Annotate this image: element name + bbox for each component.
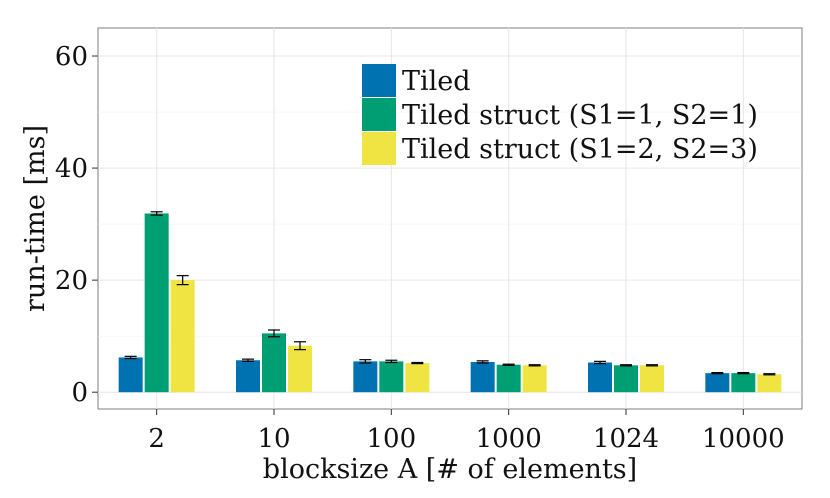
bar-10000-series-3 [757,374,782,393]
plot-panel [97,27,803,410]
error-bar-10000-series-1 [711,371,724,375]
error-bar-10000-series-3 [763,373,776,376]
bar-10-series-1 [236,360,260,393]
bar-100-series-1 [353,361,378,393]
error-bar-10-series-1 [242,358,254,362]
error-bar-100-series-3 [411,361,424,365]
y-tick-label: 60 [55,42,88,72]
bar-100-series-3 [405,363,430,393]
legend-swatch [362,132,396,165]
legend-entry-3: Tiled struct (S1=2, S2=3) [362,132,758,165]
error-bar-10-series-3 [294,341,306,351]
error-bar-2-series-3 [176,275,189,286]
bar-10000-series-2 [731,373,756,393]
bar-2-series-1 [118,357,143,393]
bar-2-series-2 [144,213,169,393]
error-bar-1000-series-3 [528,364,541,367]
error-bar-1024-series-1 [594,360,606,365]
bar-1000-series-1 [470,361,495,393]
error-bar-1024-series-2 [620,364,632,367]
error-bar-1000-series-2 [502,363,515,366]
bar-2-series-3 [170,280,195,393]
x-axis-title: blocksize A [# of elements] [263,454,637,485]
legend-label: Tiled struct (S1=2, S2=3) [402,134,758,165]
y-tick-label: 20 [55,266,88,296]
bar-10000-series-1 [705,373,730,393]
bar-1024-series-2 [614,365,638,393]
legend-swatch [362,64,396,97]
plot-background [97,27,803,410]
x-tick-label: 2 [148,424,165,454]
bar-1024-series-3 [640,365,664,393]
bar-10-series-2 [262,333,286,393]
error-bar-100-series-1 [359,359,372,364]
bar-100-series-2 [379,361,404,393]
error-bar-2-series-1 [124,355,137,360]
bar-10-series-3 [288,345,312,393]
x-tick-label: 10000 [702,424,785,454]
legend-entry-2: Tiled struct (S1=1, S2=1) [362,98,758,131]
y-tick-label: 0 [71,378,88,408]
axes: 0 20 40 60 2 10 100 1000 1024 10000 [55,42,785,454]
error-bar-100-series-2 [385,359,398,364]
error-bar-1024-series-3 [646,364,658,367]
error-bar-2-series-2 [150,211,163,216]
legend-entry-1: Tiled [362,64,471,97]
bar-1000-series-2 [496,364,521,393]
error-bar-10000-series-2 [737,371,750,375]
x-tick-label: 10 [257,424,290,454]
error-bar-10-series-2 [268,329,280,338]
x-tick-label: 100 [367,424,417,454]
legend-label: Tiled struct (S1=1, S2=1) [402,100,758,131]
x-tick-label: 1024 [593,424,659,454]
x-tick-label: 1000 [476,424,542,454]
bar-1000-series-3 [522,365,547,393]
legend-label: Tiled [402,66,471,97]
error-bar-1000-series-1 [476,360,489,364]
bar-1024-series-1 [588,362,612,393]
legend-swatch [362,98,396,131]
y-tick-label: 40 [55,154,88,184]
y-axis-title: run-time [ms] [20,125,51,312]
bars [118,211,782,393]
